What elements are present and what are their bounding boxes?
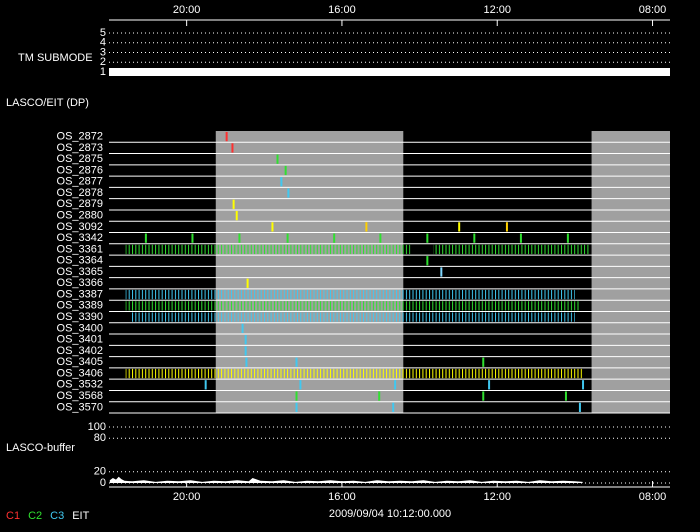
- legend-entry: EIT: [72, 510, 89, 522]
- row-label: OS_3532: [57, 379, 103, 391]
- submode-tick-label: 2: [100, 56, 106, 68]
- x-tick-label-bottom: 20:00: [173, 491, 201, 503]
- x-tick-label-top: 20:00: [173, 4, 201, 16]
- row-label: OS_3365: [57, 266, 103, 278]
- x-tick-label-top: 12:00: [483, 4, 511, 16]
- row-label: OS_2877: [57, 176, 103, 188]
- row-label: OS_3400: [57, 322, 103, 334]
- buffer-label: LASCO-buffer: [6, 442, 75, 454]
- buffer-tick-label: 100: [88, 421, 106, 433]
- row-label: OS_2872: [57, 131, 103, 143]
- row-label: OS_3405: [57, 356, 103, 368]
- row-label: OS_3387: [57, 288, 103, 300]
- row-label: OS_3401: [57, 334, 103, 346]
- row-label: OS_3366: [57, 277, 103, 289]
- event-span: [125, 368, 584, 379]
- x-tick-label-bottom: 08:00: [639, 491, 667, 503]
- buffer-tick-label: 0: [100, 477, 106, 489]
- row-label: OS_3390: [57, 311, 103, 323]
- buffer-area: [109, 476, 583, 483]
- legend-entry: C3: [50, 510, 64, 522]
- submode-band: [109, 68, 670, 76]
- buffer-tick-label: 80: [94, 432, 106, 444]
- row-label: OS_2875: [57, 153, 103, 165]
- submode-tick-label: 3: [100, 46, 106, 58]
- row-label: OS_2879: [57, 198, 103, 210]
- submode-tick-label: 4: [100, 37, 106, 49]
- row-label: OS_3364: [57, 255, 103, 267]
- row-label: OS_2876: [57, 164, 103, 176]
- submode-tick-label: 1: [100, 66, 106, 78]
- legend-entry: C1: [6, 510, 20, 522]
- row-label: OS_2880: [57, 210, 103, 222]
- event-span: [433, 244, 591, 255]
- row-label: OS_3092: [57, 221, 103, 233]
- x-tick-label-bottom: 12:00: [483, 491, 511, 503]
- row-label: OS_3406: [57, 367, 103, 379]
- shaded-interval: [591, 131, 670, 413]
- submode-tick-label: 5: [100, 27, 106, 39]
- submode-label: TM SUBMODE: [18, 52, 93, 64]
- event-span: [125, 289, 575, 300]
- event-span: [130, 312, 575, 322]
- row-label: OS_3389: [57, 300, 103, 312]
- row-label: OS_3402: [57, 345, 103, 357]
- row-label: OS_3568: [57, 390, 103, 402]
- row-label: OS_2873: [57, 142, 103, 154]
- row-label: OS_3570: [57, 401, 103, 413]
- event-span: [125, 301, 580, 311]
- x-tick-label-top: 08:00: [639, 4, 667, 16]
- row-label: OS_3361: [57, 243, 103, 255]
- buffer-tick-label: 20: [94, 466, 106, 478]
- event-span: [125, 244, 411, 255]
- x-tick-label-top: 16:00: [328, 4, 356, 16]
- legend-entry: C2: [28, 510, 42, 522]
- row-label: OS_3342: [57, 232, 103, 244]
- panel-label: LASCO/EIT (DP): [6, 97, 89, 109]
- row-label: OS_2878: [57, 187, 103, 199]
- footer-date: 2009/09/04 10:12:00.000: [329, 508, 451, 520]
- x-tick-label-bottom: 16:00: [328, 491, 356, 503]
